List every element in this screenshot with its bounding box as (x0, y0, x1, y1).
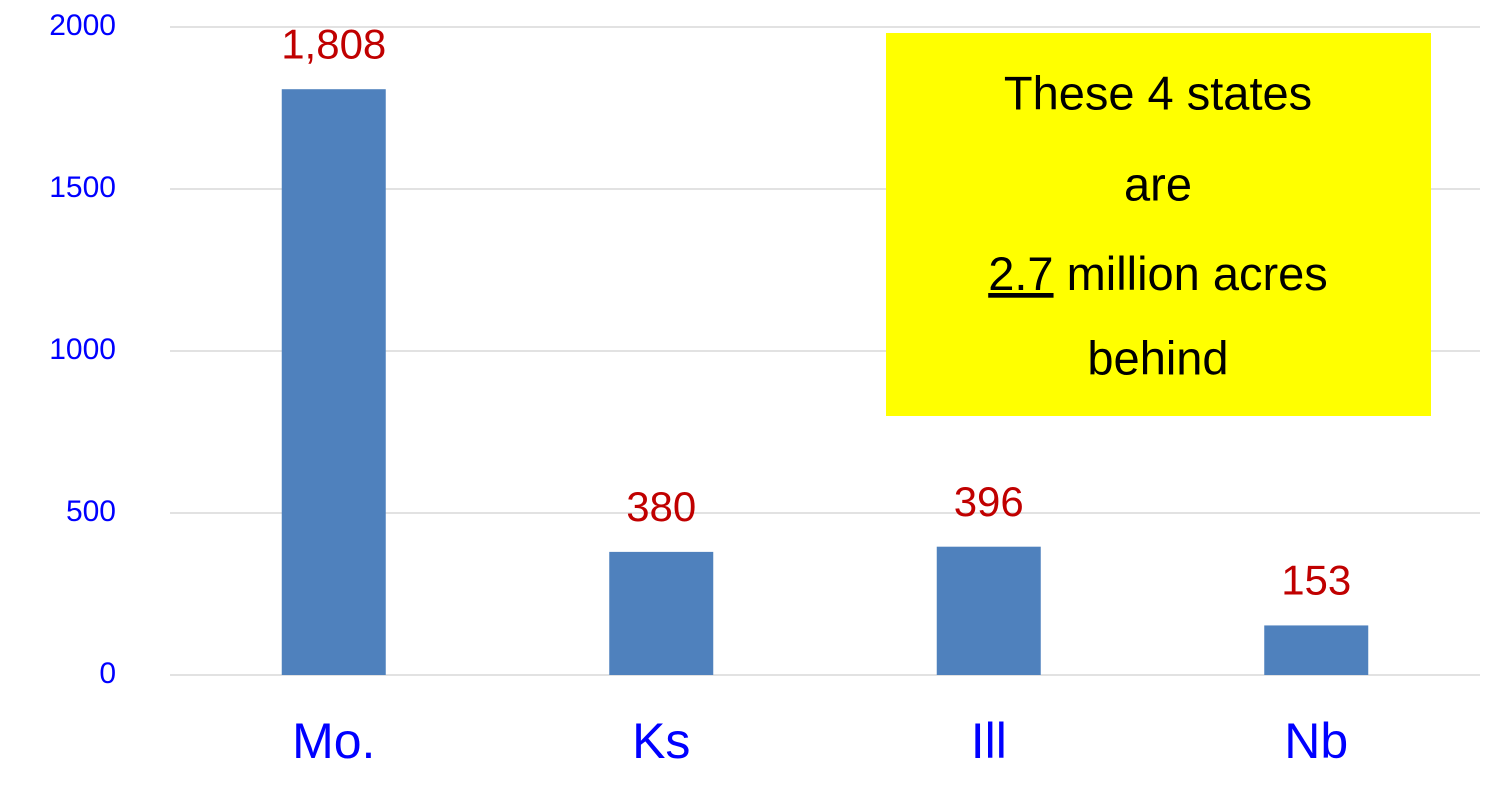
y-tick-label: 0 (99, 657, 116, 690)
annotation-line: These 4 states (1004, 66, 1312, 119)
value-label: 396 (954, 478, 1024, 525)
x-tick-label: Ks (632, 713, 690, 769)
annotation-box (886, 33, 1431, 416)
bar (1264, 625, 1369, 675)
y-tick-label: 1500 (49, 171, 116, 204)
y-tick-label: 500 (66, 495, 116, 528)
x-tick-label: Mo. (292, 713, 375, 769)
x-tick-label: Ill (971, 713, 1007, 769)
annotation-text: million acres (1067, 247, 1328, 300)
annotation-line: 2.7 million acres (988, 247, 1328, 300)
annotation-line: behind (1087, 331, 1228, 384)
value-label: 1,808 (281, 20, 386, 67)
value-label: 153 (1281, 557, 1351, 604)
value-label: 380 (626, 483, 696, 530)
bar (281, 89, 386, 675)
y-tick-label: 1000 (49, 333, 116, 366)
y-tick-label: 2000 (49, 9, 116, 42)
x-tick-label: Nb (1284, 713, 1348, 769)
bar (936, 546, 1041, 675)
annotation-emphasis: 2.7 (988, 247, 1053, 300)
annotation-line: are (1124, 157, 1192, 210)
bar (609, 551, 714, 675)
